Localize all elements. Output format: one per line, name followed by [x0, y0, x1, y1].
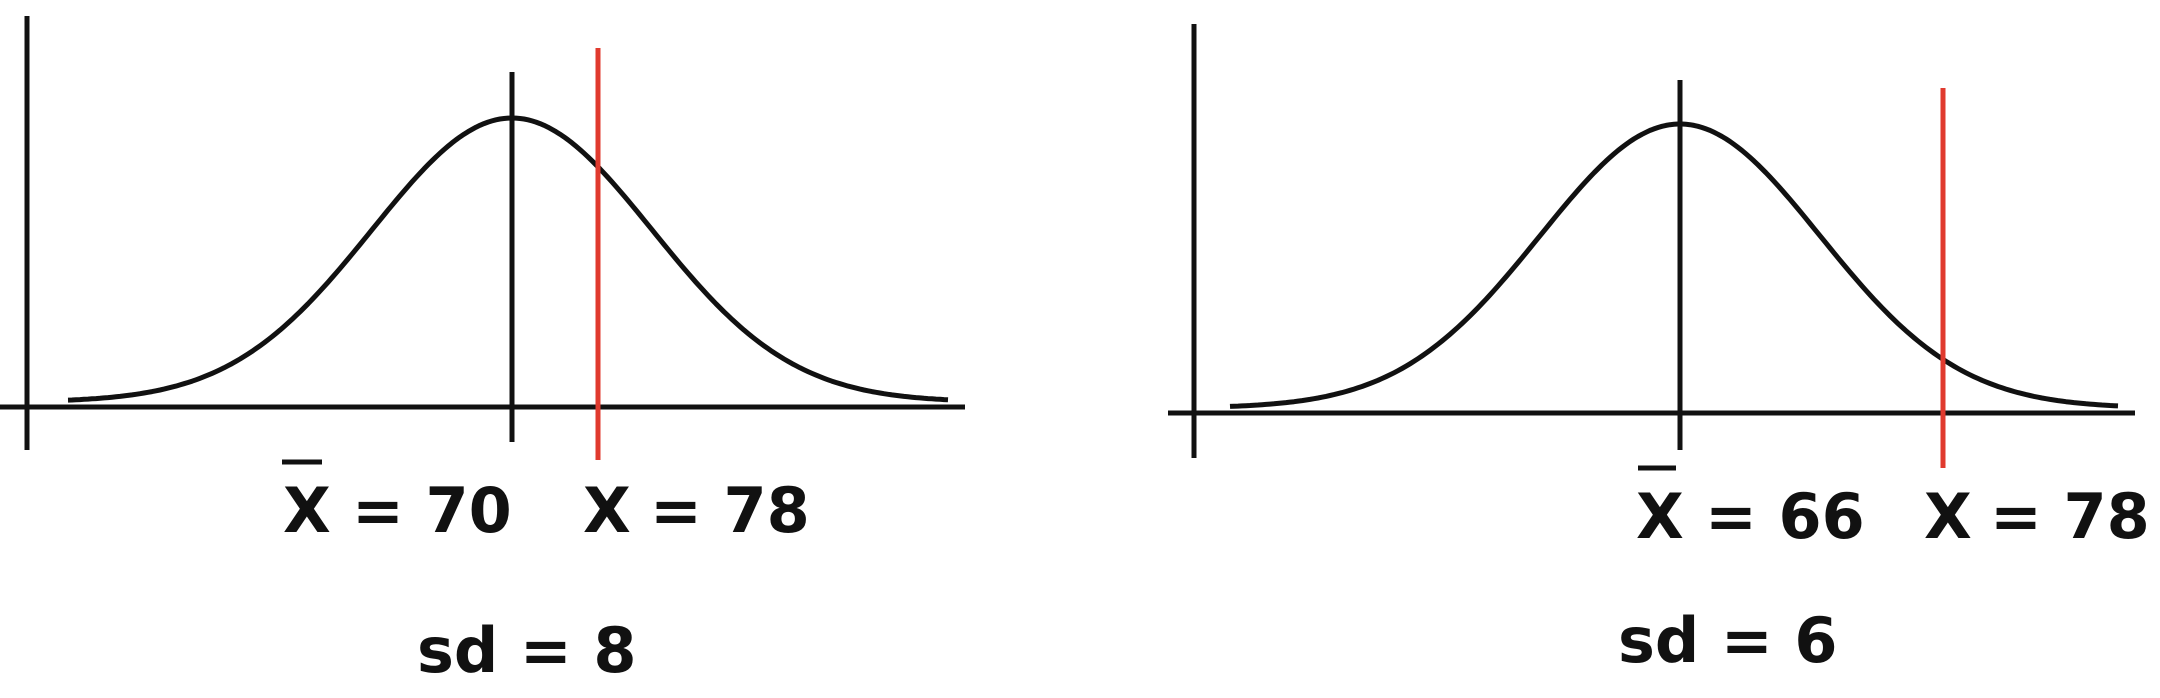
right-panel: X = 66 X = 78 sd = 6: [1168, 24, 2150, 677]
right-x-label: = 78: [1990, 480, 2150, 553]
right-mean-symbol: X: [1636, 480, 1684, 553]
left-mean-symbol: X: [283, 474, 331, 547]
right-normal-curve: [1229, 121, 2119, 409]
left-panel: X = 70 X = 78 sd = 8: [0, 16, 965, 687]
right-mean-label: = 66: [1705, 480, 1865, 553]
left-x-label: = 78: [650, 474, 810, 547]
left-x-symbol: X: [583, 474, 631, 547]
right-sd-label: sd = 6: [1618, 604, 1838, 677]
left-sd-label: sd = 8: [417, 614, 637, 687]
left-mean-label: = 70: [352, 474, 512, 547]
right-x-symbol: X: [1924, 480, 1972, 553]
left-normal-curve: [67, 115, 949, 403]
